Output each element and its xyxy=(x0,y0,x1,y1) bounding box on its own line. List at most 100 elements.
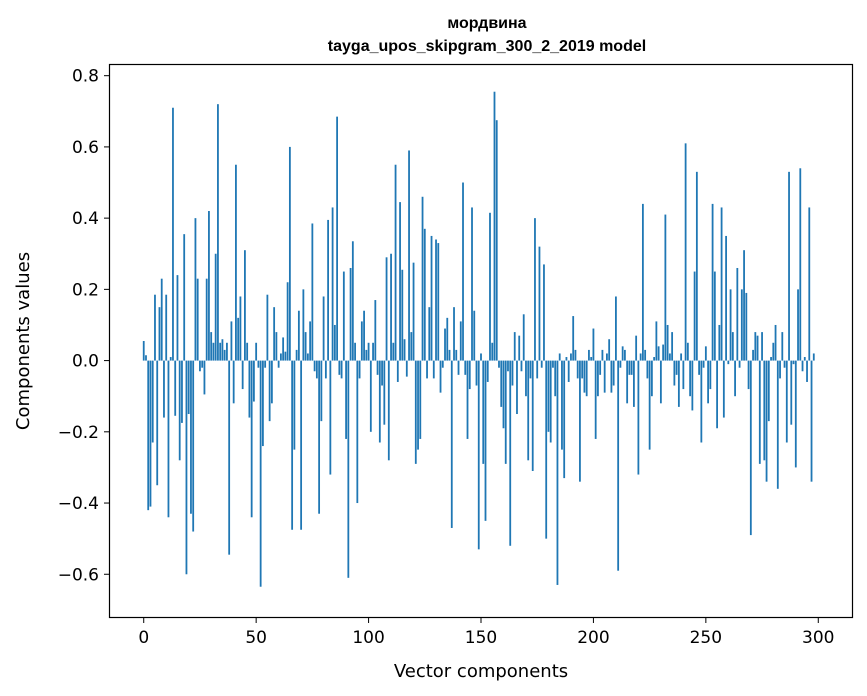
y-axis-label: Components values xyxy=(13,252,34,430)
bar xyxy=(781,332,784,361)
x-tick-label: 250 xyxy=(690,628,722,648)
bar xyxy=(217,104,219,361)
bar xyxy=(378,360,381,443)
bar xyxy=(572,316,575,361)
bar xyxy=(707,360,709,404)
bar xyxy=(408,150,410,361)
bar xyxy=(682,360,685,390)
bar xyxy=(704,346,707,361)
bar xyxy=(511,360,514,386)
bar xyxy=(635,335,638,361)
bar xyxy=(268,360,271,422)
bar xyxy=(147,360,150,511)
x-tick-label: 300 xyxy=(802,628,834,648)
bar xyxy=(394,164,397,361)
bar xyxy=(594,360,597,439)
bar xyxy=(396,360,399,382)
bar xyxy=(320,360,323,422)
bar xyxy=(509,360,512,546)
bar xyxy=(758,360,761,464)
bar xyxy=(190,360,192,514)
bar xyxy=(545,360,548,539)
bar xyxy=(446,317,449,361)
bar xyxy=(250,360,253,518)
bar xyxy=(736,267,739,361)
bar xyxy=(752,349,754,361)
bar xyxy=(172,107,174,361)
bar xyxy=(486,360,489,382)
bar xyxy=(273,307,276,361)
bar xyxy=(767,360,770,422)
bar xyxy=(713,271,716,361)
bar xyxy=(464,360,467,375)
bar xyxy=(507,360,509,372)
bar xyxy=(561,360,563,450)
bar xyxy=(516,360,518,415)
bar xyxy=(468,360,471,390)
bar xyxy=(770,357,772,361)
bar xyxy=(333,324,336,361)
bar xyxy=(174,360,177,416)
y-tick-label: −0.4 xyxy=(58,494,99,514)
bar xyxy=(257,360,260,368)
y-tick-label: 0.2 xyxy=(72,280,99,300)
bar xyxy=(686,342,689,361)
bar xyxy=(581,360,584,379)
bar xyxy=(432,360,435,379)
bar xyxy=(237,317,240,361)
bar xyxy=(716,360,718,429)
bar xyxy=(208,211,210,361)
bar xyxy=(554,360,557,397)
bar xyxy=(304,332,307,361)
bar xyxy=(282,337,285,361)
bar xyxy=(806,360,808,382)
bar xyxy=(358,360,361,379)
bar xyxy=(718,324,721,361)
bar xyxy=(799,168,802,361)
bar xyxy=(626,360,629,404)
bar xyxy=(221,339,224,361)
y-tick-label: −0.6 xyxy=(58,565,99,585)
bar xyxy=(628,360,631,375)
bar xyxy=(426,360,428,379)
bar xyxy=(498,360,500,368)
bar xyxy=(617,360,620,571)
bar xyxy=(212,342,215,361)
bar xyxy=(241,360,244,390)
bar xyxy=(354,342,356,361)
bar xyxy=(531,360,534,471)
bar xyxy=(262,360,264,447)
bar xyxy=(473,310,476,361)
bar xyxy=(644,349,647,361)
bar xyxy=(538,246,541,361)
bar xyxy=(522,314,525,361)
bar xyxy=(165,294,168,361)
bar xyxy=(329,360,332,475)
bar xyxy=(792,360,795,365)
bar xyxy=(621,346,624,361)
bar xyxy=(803,357,806,361)
bar xyxy=(606,353,608,361)
bar xyxy=(754,332,757,361)
bar xyxy=(565,357,568,361)
bar xyxy=(288,146,291,361)
bar xyxy=(725,235,727,361)
bar xyxy=(797,289,799,361)
bar xyxy=(356,360,359,504)
bar xyxy=(392,342,395,361)
plot-frame xyxy=(108,63,854,619)
bar xyxy=(459,321,462,361)
bar xyxy=(603,360,606,393)
bar xyxy=(286,282,289,361)
bar xyxy=(192,360,195,532)
bar xyxy=(743,250,745,361)
bar xyxy=(783,360,786,368)
bar xyxy=(556,360,559,585)
bar xyxy=(315,360,318,379)
bar xyxy=(810,360,813,482)
bar xyxy=(662,344,665,361)
bar xyxy=(203,360,206,395)
bar xyxy=(772,342,775,361)
bar xyxy=(239,296,242,361)
bar xyxy=(226,342,228,361)
